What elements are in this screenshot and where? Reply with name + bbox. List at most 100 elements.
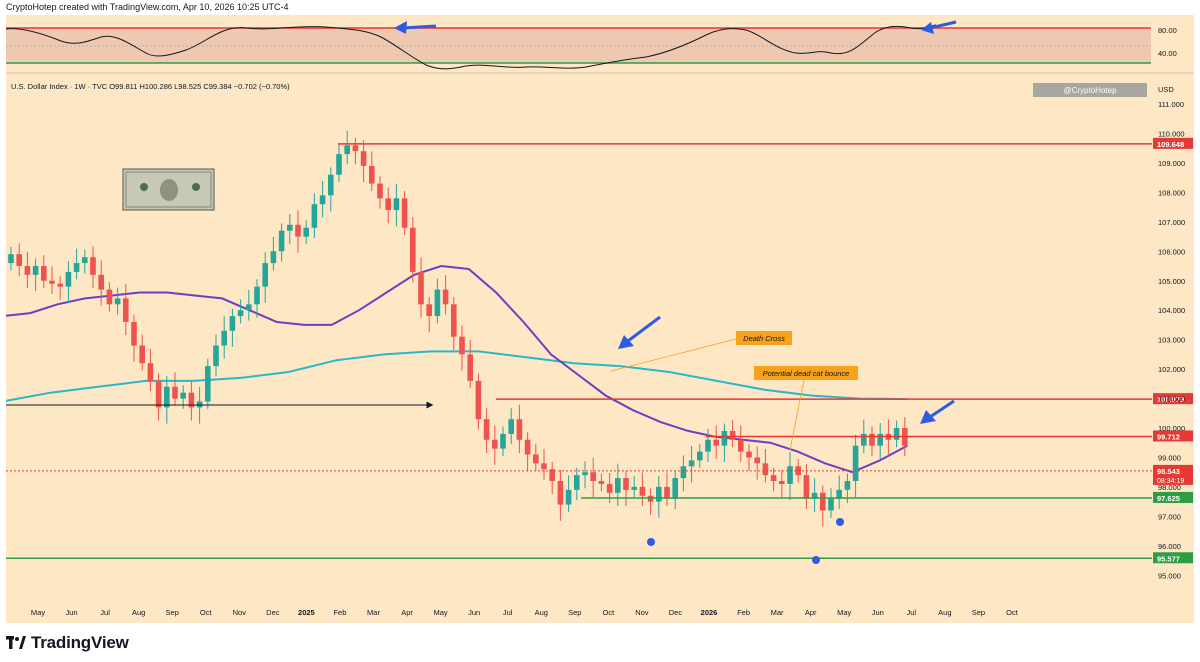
candle-body (828, 498, 834, 511)
x-tick-label: Dec (669, 608, 683, 617)
watermark-text: @CryptoHotep (1063, 86, 1117, 95)
osc-arrow-2-head (921, 22, 934, 34)
x-tick-label: Aug (535, 608, 548, 617)
candle-body (869, 433, 875, 446)
price-tag-box (1153, 552, 1193, 564)
tradingview-logo[interactable]: TradingView (6, 633, 129, 653)
candle-body (311, 204, 318, 228)
x-tick-label: Apr (805, 608, 817, 617)
candle-body (590, 472, 596, 482)
candle-body (729, 430, 736, 440)
candle-body (8, 254, 14, 264)
osc-curve (6, 24, 937, 70)
ma-short-line (6, 264, 908, 474)
candle-body (377, 183, 383, 199)
x-tick-label: Feb (737, 608, 750, 617)
candle-body (229, 316, 236, 331)
candle-body (549, 469, 555, 482)
x-tick-label: Sep (166, 608, 179, 617)
x-tick-label: Mar (367, 608, 380, 617)
candle-body (467, 354, 473, 381)
header-text: CryptoHotep created with TradingView.com… (6, 2, 289, 12)
candle-body (565, 489, 572, 505)
candle-body (475, 380, 482, 420)
x-tick-label: Nov (635, 608, 649, 617)
low-marker-2 (812, 556, 820, 564)
x-tick-label: Apr (401, 608, 413, 617)
x-tick-label: Oct (1006, 608, 1019, 617)
candle-body (385, 198, 391, 211)
candle-body (508, 419, 514, 434)
x-tick-label: Jun (872, 608, 884, 617)
candle-body (32, 266, 39, 275)
dead-cat-label: Potential dead cat bounce (763, 369, 850, 378)
price-tag-box (1153, 430, 1193, 442)
candle-body (516, 419, 523, 440)
candle-body (139, 345, 145, 364)
x-tick-label: Sep (568, 608, 581, 617)
candle-body (82, 257, 88, 264)
chart-svg[interactable]: 80.00 40.00 U.S. Dollar Index · 1W · TVC… (6, 15, 1194, 623)
legend-text: U.S. Dollar Index · 1W · TVC O99.811 H10… (11, 82, 290, 91)
candle-body (434, 289, 441, 317)
bounce-arrow (929, 399, 955, 419)
candle-body (246, 304, 252, 311)
osc-arrow-2 (929, 20, 957, 30)
oscillator-pane: 80.00 40.00 (6, 20, 1194, 74)
candle-body (459, 336, 465, 355)
candle-body (442, 289, 449, 305)
y-tick-label: 106.000 (1158, 247, 1185, 256)
candle-body (278, 230, 285, 252)
x-tick-label: May (434, 608, 448, 617)
candle-body (844, 481, 851, 490)
candle-body (49, 280, 55, 284)
candle-body (57, 283, 63, 287)
candle-body (369, 165, 375, 184)
candle-body (114, 298, 121, 305)
x-tick-label: Dec (266, 608, 280, 617)
countdown-label: 08:34:19 (1157, 478, 1184, 485)
candle-body (24, 266, 31, 275)
y-tick-label: 108.000 (1158, 188, 1185, 197)
candle-body (877, 433, 883, 446)
candle-body (787, 466, 793, 484)
x-axis: May Jun Jul Aug Sep Oct Nov Dec 2025 Feb Mar Apr May… (31, 608, 1019, 617)
ma-long-line (6, 350, 908, 402)
price-tag-box (1153, 137, 1193, 149)
death-cross-arrow (627, 315, 661, 343)
x-tick-label: Nov (233, 608, 247, 617)
tradingview-brand: TradingView (31, 633, 129, 652)
candle-body (270, 251, 277, 264)
candle-body (639, 486, 646, 496)
candle-body (418, 271, 424, 305)
currency-label: USD (1158, 85, 1174, 94)
x-tick-label: Jul (907, 608, 917, 617)
y-tick-label: 109.000 (1158, 159, 1185, 168)
price-tag-label: 109.648 (1157, 140, 1184, 149)
candle-body (738, 439, 744, 452)
death-cross-leader (610, 338, 737, 372)
osc-arrow-1 (402, 24, 437, 30)
death-cross-box (736, 331, 792, 345)
candle-body (836, 489, 842, 499)
chart-area[interactable]: 80.00 40.00 U.S. Dollar Index · 1W · TVC… (6, 15, 1194, 623)
x-tick-label: Feb (333, 608, 346, 617)
candle-body (147, 363, 154, 381)
candle-body (713, 439, 719, 446)
candle-body (623, 478, 629, 490)
moving-averages (6, 264, 908, 474)
x-tick-label: Jun (468, 608, 480, 617)
candle-body (754, 457, 760, 464)
y-tick-label: 102.000 (1158, 365, 1185, 374)
candle-body (697, 451, 703, 461)
candle-body (393, 198, 400, 211)
osc-label-80: 80.00 (1158, 26, 1177, 35)
candle-body (65, 271, 72, 287)
candle-body (492, 439, 498, 449)
candle-body (123, 298, 129, 322)
x-tick-label: May (837, 608, 851, 617)
y-tick-label: 100.000 (1158, 424, 1185, 433)
candle-body (615, 478, 621, 493)
low-marker-3 (836, 518, 844, 526)
candle-body (287, 224, 293, 231)
